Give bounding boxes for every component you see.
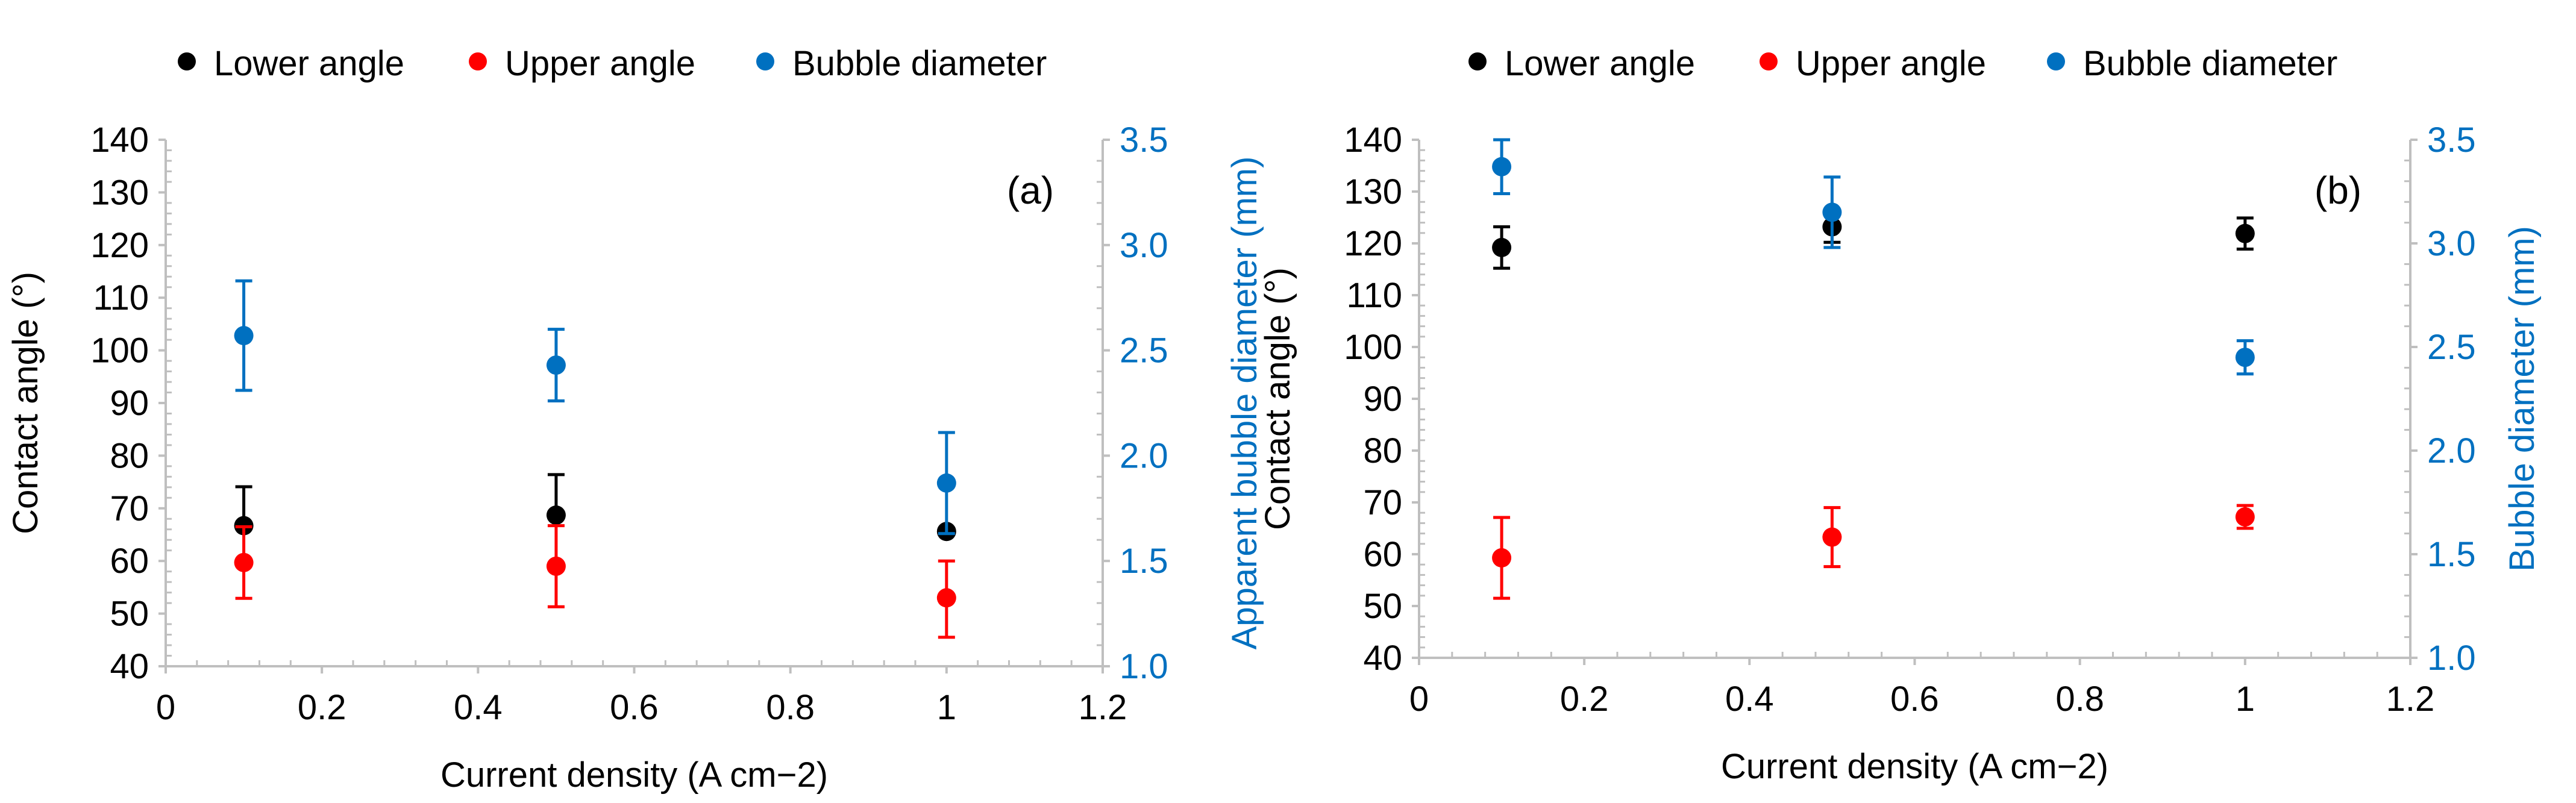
- y-tick-label: 90: [110, 384, 149, 423]
- y2-tick-label: 3.5: [2427, 120, 2476, 160]
- x-tick-label: 0.6: [610, 688, 659, 727]
- x-tick-label: 1.2: [1079, 688, 1127, 727]
- x-tick-label: 0: [1409, 680, 1429, 719]
- y2-tick-label: 1.5: [2427, 535, 2476, 574]
- data-point: [234, 326, 254, 346]
- y2-tick-label: 2.5: [1120, 331, 1168, 370]
- y-tick-label: 130: [1344, 172, 1402, 211]
- y-tick-label: 140: [1344, 120, 1402, 160]
- y2-axis-label: Apparent bubble diameter (mm): [1225, 157, 1264, 650]
- data-point: [2235, 223, 2255, 243]
- y-tick-label: 60: [110, 542, 149, 581]
- y-tick-label: 70: [110, 489, 149, 528]
- legend-label: Bubble diameter: [2083, 44, 2337, 83]
- chart-panel-b: 40 50 60 70 80 90 100 110 120 130 140 1.0 1.5 2.0 2.5 3…: [1258, 44, 2542, 786]
- y2-axis-label: Bubble diameter (mm): [2502, 226, 2542, 572]
- data-point: [1492, 157, 1512, 177]
- x-tick-label: 1.2: [2386, 680, 2435, 719]
- x-tick-label: 0.8: [2055, 680, 2104, 719]
- y-tick-label: 120: [1344, 224, 1402, 263]
- legend-marker: [1760, 52, 1778, 70]
- data-point: [546, 505, 566, 525]
- legend-label: Lower angle: [214, 44, 404, 83]
- y-tick-label: 50: [1363, 587, 1402, 626]
- data-point: [936, 588, 956, 608]
- data-point: [1492, 548, 1512, 568]
- legend-label: Upper angle: [1796, 44, 1986, 83]
- x-tick-label: 0: [156, 688, 175, 727]
- y-tick-label: 90: [1363, 380, 1402, 419]
- data-point: [1492, 237, 1512, 257]
- x-tick-label: 0.4: [454, 688, 503, 727]
- y-axis-label: Contact angle (°): [6, 272, 45, 534]
- y-tick-label: 140: [90, 120, 149, 160]
- y-tick-label: 100: [1344, 328, 1402, 367]
- legend-marker: [2047, 52, 2065, 70]
- data-point: [234, 552, 254, 572]
- panel-label: (a): [1007, 169, 1054, 212]
- y-tick-label: 110: [93, 278, 149, 317]
- data-point: [546, 556, 566, 576]
- y2-tick-label: 3.0: [1120, 226, 1168, 265]
- y2-tick-label: 1.0: [2427, 639, 2476, 678]
- y-axis-label: Contact angle (°): [1258, 267, 1297, 530]
- y-tick-label: 110: [1347, 276, 1402, 315]
- x-tick-label: 0.2: [298, 688, 346, 727]
- x-axis-label: Current density (A cm−2): [1721, 747, 2108, 786]
- data-point: [1822, 527, 1842, 547]
- x-axis-label: Current density (A cm−2): [440, 755, 828, 795]
- y2-tick-label: 2.5: [2427, 328, 2476, 367]
- y-tick-label: 70: [1363, 483, 1402, 522]
- y2-tick-label: 1.5: [1120, 542, 1168, 581]
- y-tick-label: 50: [110, 595, 149, 634]
- x-tick-label: 0.6: [1890, 680, 1939, 719]
- legend-label: Bubble diameter: [792, 44, 1047, 83]
- legend-marker: [1468, 52, 1487, 70]
- y-tick-label: 100: [90, 331, 149, 370]
- legend-marker: [756, 52, 774, 70]
- legend-marker: [469, 52, 487, 70]
- legend-label: Lower angle: [1505, 44, 1695, 83]
- chart-panel-a: 40 50 60 70 80 90 100 110 120 130 140 1.0 1.5 2.0 2.5 3…: [6, 44, 1264, 795]
- y2-tick-label: 1.0: [1120, 647, 1168, 686]
- x-tick-label: 0.4: [1725, 680, 1774, 719]
- legend-marker: [178, 52, 196, 70]
- data-point: [1822, 202, 1842, 222]
- y-tick-label: 60: [1363, 535, 1402, 574]
- y-tick-label: 80: [110, 436, 149, 475]
- panel-label: (b): [2314, 169, 2361, 212]
- x-tick-label: 0.8: [766, 688, 815, 727]
- y2-tick-label: 2.0: [2427, 431, 2476, 470]
- legend-label: Upper angle: [505, 44, 695, 83]
- y-tick-label: 40: [1363, 639, 1402, 678]
- y-tick-label: 80: [1363, 431, 1402, 470]
- data-point: [2235, 348, 2255, 367]
- y-tick-label: 130: [90, 173, 149, 212]
- x-tick-label: 1: [937, 688, 956, 727]
- x-tick-label: 0.2: [1560, 680, 1609, 719]
- y-tick-label: 40: [110, 647, 149, 686]
- data-point: [2235, 507, 2255, 527]
- x-tick-label: 1: [2236, 680, 2255, 719]
- y2-tick-label: 3.0: [2427, 224, 2476, 263]
- data-point: [936, 473, 956, 493]
- y2-tick-label: 2.0: [1120, 436, 1168, 475]
- y-tick-label: 120: [90, 226, 149, 265]
- data-point: [546, 355, 566, 375]
- y2-tick-label: 3.5: [1120, 120, 1168, 160]
